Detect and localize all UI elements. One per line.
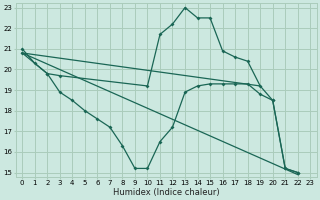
X-axis label: Humidex (Indice chaleur): Humidex (Indice chaleur)	[113, 188, 220, 197]
